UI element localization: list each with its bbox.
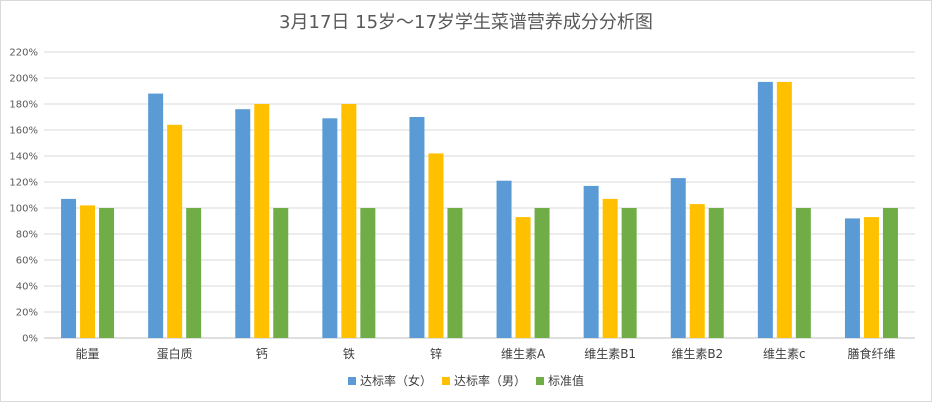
bar-series0-7 <box>670 178 686 338</box>
chart-title: 3月17日 15岁～17岁学生菜谱营养成分分析图 <box>279 12 653 33</box>
x-category-label: 钙 <box>256 347 268 361</box>
bar-series2-8 <box>795 208 811 338</box>
bar-series0-1 <box>148 93 164 338</box>
legend-label: 达标率（女） <box>359 374 432 388</box>
y-tick-label: 160% <box>9 126 38 137</box>
y-tick-label: 40% <box>16 282 38 293</box>
x-category-label: 能量 <box>76 347 100 361</box>
x-category-label: 膳食纤维 <box>847 346 895 361</box>
y-tick-label: 200% <box>9 74 38 85</box>
bar-series2-9 <box>882 208 898 338</box>
legend-item: 标准值 <box>536 372 584 389</box>
bar-series0-0 <box>61 198 77 338</box>
bar-series2-3 <box>360 208 376 338</box>
bar-series1-9 <box>863 217 879 338</box>
bar-series1-8 <box>776 81 792 339</box>
y-tick-label: 100% <box>9 204 38 215</box>
y-tick-label: 20% <box>16 308 38 319</box>
bar-series2-6 <box>621 208 637 338</box>
legend-item: 达标率（女） <box>347 372 432 389</box>
bar-series1-6 <box>602 198 618 338</box>
bar-series0-2 <box>235 109 251 338</box>
x-category-label: 蛋白质 <box>157 346 193 361</box>
y-tick-label: 180% <box>9 100 38 111</box>
y-tick-label: 220% <box>9 48 38 59</box>
bar-series1-0 <box>80 205 96 338</box>
y-tick-label: 60% <box>16 256 38 267</box>
bar-series2-0 <box>99 208 115 338</box>
legend-label: 标准值 <box>548 374 585 388</box>
legend-swatch <box>536 376 544 385</box>
bar-series2-1 <box>186 208 202 338</box>
bar-series1-5 <box>515 217 531 338</box>
y-tick-label: 140% <box>9 152 38 163</box>
legend-item: 达标率（男） <box>441 372 526 389</box>
bar-series2-5 <box>534 208 550 338</box>
bar-series0-5 <box>496 180 512 338</box>
legend-swatch <box>347 376 356 385</box>
bar-series2-4 <box>447 208 463 338</box>
y-tick-label: 120% <box>9 178 38 189</box>
bar-series2-7 <box>708 208 724 338</box>
chart-legend: 达标率（女） 达标率（男） 标准值 <box>0 372 932 389</box>
bar-series1-3 <box>341 104 357 338</box>
bar-series2-2 <box>273 208 289 338</box>
x-category-label: 锌 <box>430 347 442 361</box>
legend-swatch <box>441 376 450 385</box>
bar-series0-4 <box>409 117 425 338</box>
bar-series0-3 <box>322 118 338 338</box>
y-tick-label: 0% <box>22 334 38 345</box>
x-category-label: 维生素c <box>763 347 806 361</box>
bar-series0-6 <box>583 185 599 338</box>
x-category-label: 维生素B2 <box>671 347 723 361</box>
legend-label: 达标率（男） <box>453 374 526 388</box>
bar-series1-1 <box>167 124 183 338</box>
y-tick-label: 80% <box>16 230 38 241</box>
bar-series0-9 <box>844 218 860 338</box>
bar-series1-2 <box>254 104 270 338</box>
x-category-label: 铁 <box>343 347 355 361</box>
bar-series1-4 <box>428 153 444 338</box>
bar-series1-7 <box>689 204 705 338</box>
bar-series0-8 <box>757 81 773 339</box>
x-category-label: 维生素B1 <box>584 347 636 361</box>
x-category-label: 维生素A <box>501 347 546 361</box>
